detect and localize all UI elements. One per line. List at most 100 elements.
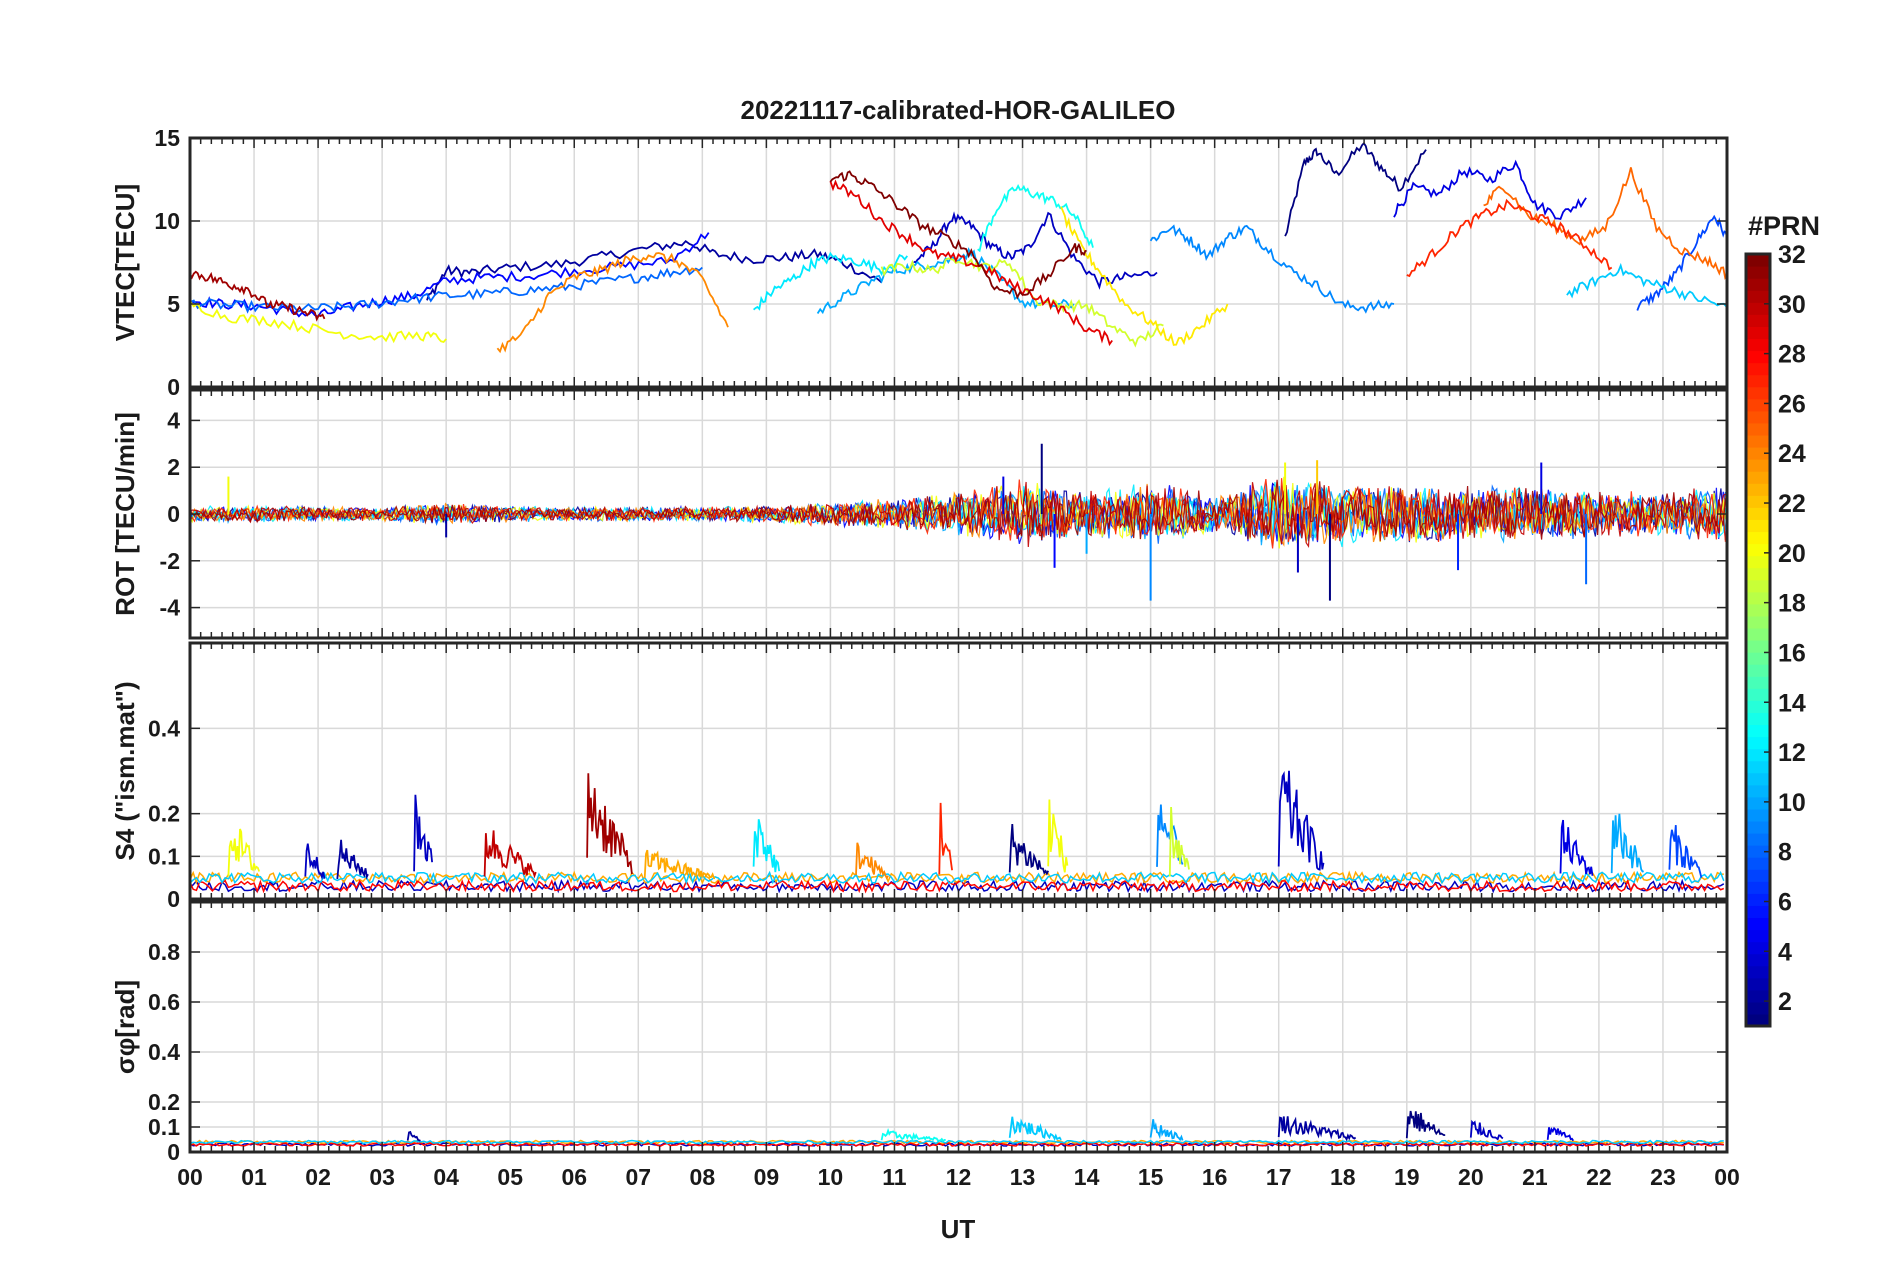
burst-series-prn-19 [1168,806,1190,877]
series-line-prn-24 [496,252,729,354]
x-tick-label: 02 [305,1164,331,1190]
y-tick-label: 5 [167,291,180,317]
x-tick-label: 04 [433,1164,459,1190]
colorbar-segment [1746,314,1770,327]
colorbar-segment [1746,447,1770,460]
colorbar-segment [1746,905,1770,919]
colorbar-tick-label: 6 [1778,888,1792,916]
colorbar-segment [1746,434,1770,448]
colorbar-segment [1746,603,1770,617]
burst-series-prn-3 [1469,1119,1504,1141]
colorbar-segment [1746,302,1770,315]
y-tick-label: 15 [154,125,180,151]
x-tick-label: 14 [1074,1164,1100,1190]
colorbar-tick-label: 24 [1778,440,1806,468]
colorbar-segment [1746,664,1770,677]
x-tick-label: 16 [1202,1164,1228,1190]
series-line-prn-2 [426,239,883,301]
x-tick-label: 17 [1266,1164,1292,1190]
colorbar-segment [1746,579,1770,593]
colorbar-segment [1746,881,1770,894]
burst-series-prn-13 [880,1128,946,1143]
x-tick-label: 21 [1522,1164,1548,1190]
colorbar-segment [1746,820,1770,834]
burst-series-prn-4 [1546,1126,1575,1142]
colorbar-segment [1746,748,1770,762]
colorbar-segment [1746,591,1770,605]
colorbar-segment [1746,531,1770,545]
colorbar-tick-label: 2 [1778,988,1792,1016]
panel-sigma: 00.10.2 0.4 0.6 0.8 σφ[rad] [110,900,1729,1165]
burst-series-prn-20 [1047,799,1069,873]
y-tick-label: 0.4 [148,1039,180,1065]
x-tick-label: 13 [1010,1164,1036,1190]
x-tick-label: 19 [1394,1164,1420,1190]
y-tick-label: 0.2 [148,801,180,827]
burst-series-prn-2 [1277,1116,1357,1142]
colorbar-frame [1744,252,1772,1028]
y-tick-label: 4 [167,407,180,433]
y-tick-label: 0.1 [148,1114,180,1140]
panel-rot: -4 -2 0 2 4 ROT [TECU/min] [110,388,1729,640]
burst-series-prn-27 [938,802,953,875]
colorbar-segment [1746,688,1770,701]
colorbar-segment [1746,640,1770,653]
colorbar-segment [1746,290,1770,303]
burst-series-prn-23 [643,849,716,880]
x-tick-label: 01 [241,1164,267,1190]
y-tick-label: 0 [167,886,180,912]
y-tick-label: 2 [167,454,180,480]
colorbar-segment [1746,555,1770,569]
y-tick-label: 0.2 [148,1089,180,1115]
panel-vtec: 0 5 10 15 VTEC[TECU] [110,125,1729,400]
colorbar-segment [1746,724,1770,738]
burst-series-prn-2 [406,1130,421,1142]
colorbar-segment [1746,929,1770,943]
colorbar-segment [1746,374,1770,388]
x-tick-label: 22 [1586,1164,1612,1190]
y-axis-label-sigma: σφ[rad] [110,980,140,1074]
colorbar-segment [1746,845,1770,858]
colorbar-segment [1746,471,1770,484]
colorbar-segment [1746,736,1770,750]
data-layer-vtec [190,141,1727,354]
series-line-prn-10 [816,247,1075,315]
colorbar-segment [1746,386,1770,400]
x-tick-label: 08 [690,1164,716,1190]
colorbar-segment [1746,772,1770,786]
colorbar-segment [1746,615,1770,629]
colorbar-segment [1746,953,1770,967]
colorbar-segment [1746,567,1770,581]
burst-series-prn-4 [1559,819,1594,876]
colorbar-segment [1746,1001,1770,1015]
colorbar-tick-label: 20 [1778,540,1806,568]
colorbar-segment [1746,760,1770,774]
burst-series-prn-3 [413,794,433,872]
x-tick-label: 23 [1650,1164,1676,1190]
y-tick-label: 0.6 [148,989,180,1015]
colorbar-segment [1746,519,1770,533]
colorbar-segment [1746,254,1770,267]
burst-series-prn-10 [1610,813,1644,874]
colorbar-segment [1746,459,1770,472]
y-tick-label: -4 [160,595,181,621]
colorbar-segment [1746,989,1770,1003]
colorbar-segment [1746,712,1770,726]
burst-series-prn-7 [1668,825,1703,878]
x-tick-label: 09 [754,1164,780,1190]
colorbar-segment [1746,362,1770,376]
x-tick-label: 10 [818,1164,844,1190]
colorbar-segment [1746,543,1770,557]
colorbar-segment [1746,977,1770,991]
series-line-prn-5 [190,232,710,318]
series-line-prn-20 [190,300,447,344]
y-tick-label: 0 [167,1139,180,1165]
burst-series-prn-30 [483,830,537,879]
burst-series-prn-31 [586,773,633,875]
colorbar-segment [1746,507,1770,520]
y-axis-label-vtec: VTEC[TECU] [110,184,140,341]
y-tick-label: 0.4 [148,715,180,741]
x-tick-label: 15 [1138,1164,1164,1190]
